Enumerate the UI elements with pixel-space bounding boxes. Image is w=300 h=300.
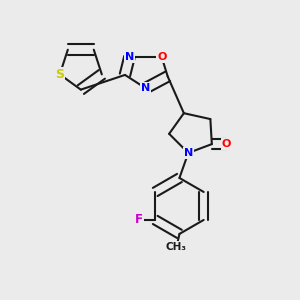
Text: N: N — [184, 148, 193, 158]
Text: O: O — [157, 52, 167, 62]
Text: N: N — [125, 52, 134, 62]
Text: CH₃: CH₃ — [166, 242, 187, 252]
Text: S: S — [55, 68, 64, 81]
Text: F: F — [135, 213, 143, 226]
Text: N: N — [141, 83, 150, 93]
Text: O: O — [222, 139, 231, 149]
